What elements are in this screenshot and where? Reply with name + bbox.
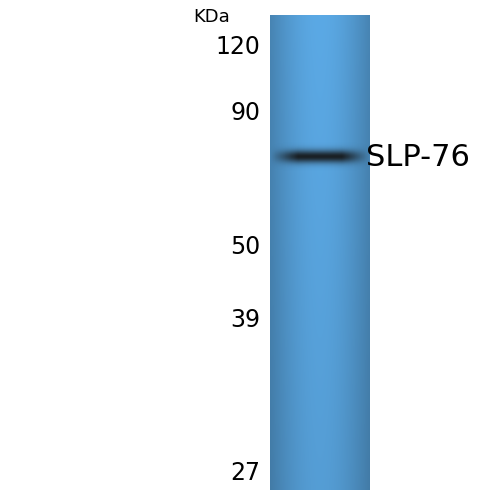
Text: 27: 27 [230,460,260,484]
Text: KDa: KDa [193,8,230,26]
Text: SLP-76: SLP-76 [366,143,470,172]
Text: 39: 39 [230,308,260,332]
Text: 120: 120 [215,36,260,60]
Text: 50: 50 [230,236,260,260]
Text: 90: 90 [230,100,260,124]
